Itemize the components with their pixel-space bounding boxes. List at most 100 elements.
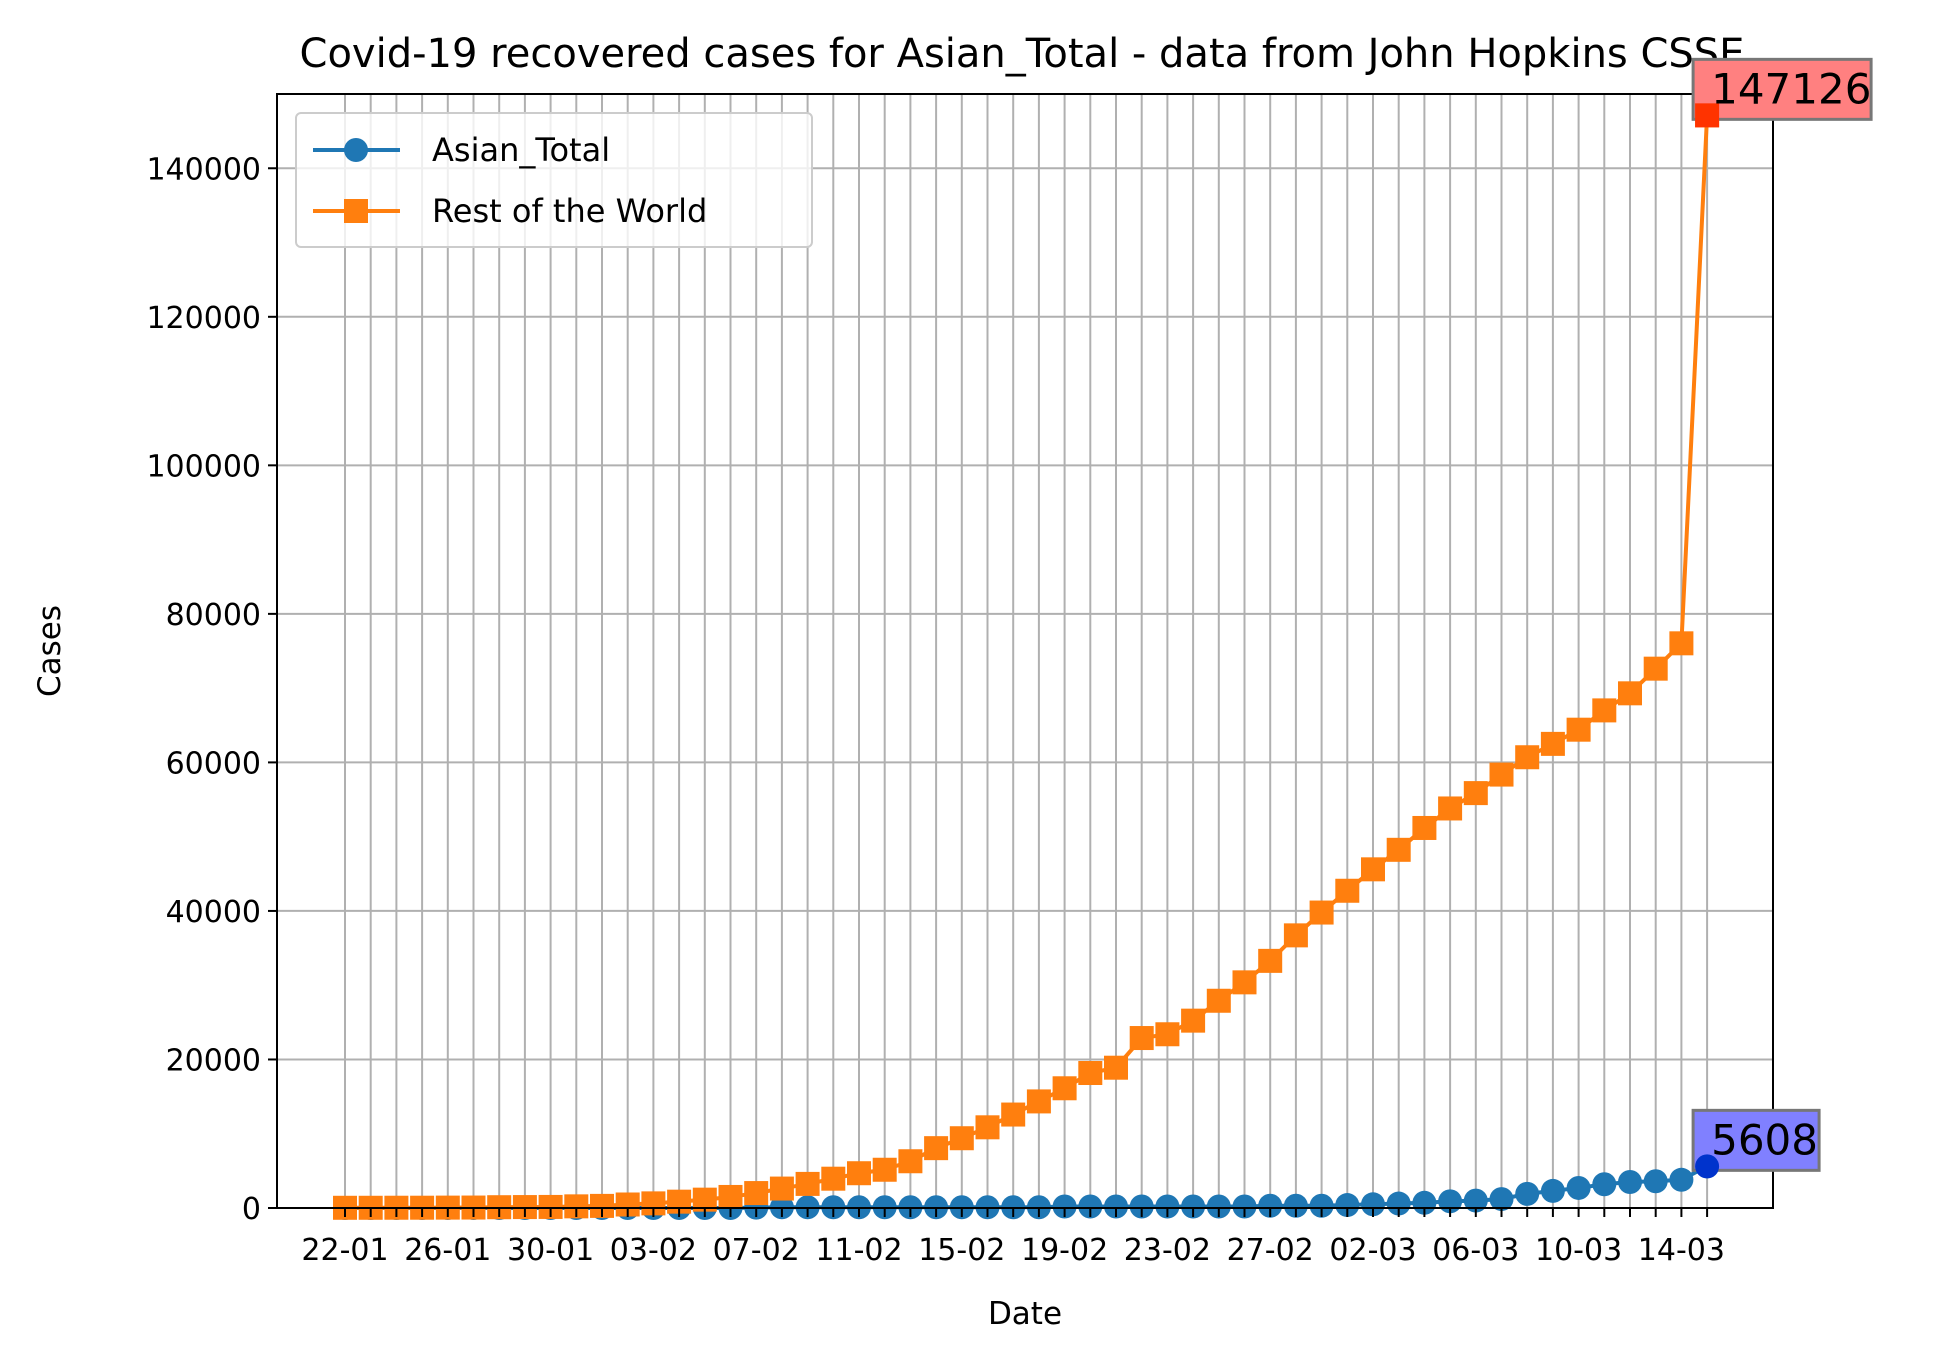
data-point-asian-total bbox=[1104, 1194, 1128, 1219]
data-point-rest-of-the-world bbox=[1078, 1061, 1103, 1086]
annotation-asian-total-point bbox=[1695, 1154, 1720, 1179]
data-point-asian-total bbox=[1078, 1194, 1103, 1219]
annotation-rest-of-the-world-point bbox=[1695, 103, 1720, 128]
data-point-rest-of-the-world bbox=[1592, 698, 1617, 723]
legend-marker-asian-total bbox=[344, 138, 368, 162]
data-point-rest-of-the-world bbox=[924, 1136, 949, 1161]
x-tick-label: 03-02 bbox=[610, 1233, 697, 1268]
data-point-rest-of-the-world bbox=[1104, 1055, 1128, 1080]
y-tick-label: 80000 bbox=[166, 598, 261, 633]
data-point-rest-of-the-world bbox=[872, 1157, 897, 1182]
data-point-asian-total bbox=[1566, 1175, 1591, 1200]
x-tick-label: 30-01 bbox=[507, 1233, 594, 1268]
data-point-asian-total bbox=[1386, 1191, 1411, 1216]
data-point-rest-of-the-world bbox=[949, 1126, 974, 1151]
data-point-rest-of-the-world bbox=[1052, 1076, 1077, 1101]
data-point-asian-total bbox=[1463, 1188, 1488, 1213]
data-point-rest-of-the-world bbox=[1540, 731, 1565, 756]
y-tick-label: 60000 bbox=[166, 746, 261, 781]
grid-layer bbox=[277, 94, 1773, 1209]
annotation-asian-total-label: 5608 bbox=[1711, 1115, 1818, 1164]
y-tick-label: 140000 bbox=[146, 152, 261, 187]
tick-layer: 22-01 26-01 30-01 03-02 07-02 11-02 15-02 19-02… bbox=[146, 152, 1725, 1268]
data-point-rest-of-the-world bbox=[1669, 631, 1694, 656]
data-point-rest-of-the-world bbox=[821, 1166, 846, 1191]
data-point-asian-total bbox=[1283, 1193, 1308, 1218]
x-tick-label: 26-01 bbox=[404, 1233, 491, 1268]
x-tick-label: 11-02 bbox=[815, 1233, 902, 1268]
data-point-rest-of-the-world bbox=[718, 1184, 743, 1209]
legend-box bbox=[295, 112, 813, 248]
x-tick-label: 22-01 bbox=[301, 1233, 388, 1268]
y-axis-label: Cases bbox=[32, 605, 68, 697]
x-tick-label: 06-03 bbox=[1432, 1233, 1519, 1268]
data-point-rest-of-the-world bbox=[1129, 1026, 1154, 1051]
data-point-asian-total bbox=[1309, 1193, 1334, 1218]
data-point-rest-of-the-world bbox=[1361, 857, 1385, 882]
data-point-asian-total bbox=[1052, 1194, 1077, 1219]
data-point-rest-of-the-world bbox=[1155, 1022, 1180, 1047]
data-point-asian-total bbox=[1515, 1181, 1540, 1206]
data-point-asian-total bbox=[1335, 1193, 1360, 1218]
data-point-asian-total bbox=[1489, 1187, 1514, 1212]
data-point-rest-of-the-world bbox=[1489, 762, 1514, 787]
data-point-asian-total bbox=[1361, 1192, 1385, 1217]
data-point-asian-total bbox=[1181, 1194, 1206, 1219]
data-point-rest-of-the-world bbox=[1206, 988, 1231, 1013]
data-point-rest-of-the-world bbox=[1001, 1102, 1026, 1127]
x-tick-label: 15-02 bbox=[918, 1233, 1005, 1268]
data-point-rest-of-the-world bbox=[1181, 1008, 1206, 1033]
x-tick-label: 10-03 bbox=[1535, 1233, 1622, 1268]
data-point-asian-total bbox=[1129, 1194, 1154, 1219]
data-point-rest-of-the-world bbox=[1515, 745, 1540, 770]
data-point-rest-of-the-world bbox=[975, 1115, 1000, 1140]
data-point-rest-of-the-world bbox=[1566, 717, 1591, 742]
data-point-asian-total bbox=[1618, 1170, 1642, 1195]
chart-title: Covid-19 recovered cases for Asian_Total… bbox=[300, 31, 1745, 77]
annotation-layer: 147126 5608 bbox=[1691, 57, 1873, 1179]
data-point-rest-of-the-world bbox=[744, 1181, 769, 1206]
x-tick-label: 14-03 bbox=[1638, 1233, 1725, 1268]
y-tick-label: 0 bbox=[242, 1192, 261, 1227]
x-tick-label: 19-02 bbox=[1021, 1233, 1108, 1268]
data-point-asian-total bbox=[1232, 1194, 1257, 1219]
x-axis-label: Date bbox=[988, 1296, 1062, 1332]
data-point-rest-of-the-world bbox=[1232, 970, 1257, 995]
data-point-asian-total bbox=[1540, 1178, 1565, 1203]
data-point-rest-of-the-world bbox=[1412, 815, 1437, 840]
legend-label-rest-of-the-world: Rest of the World bbox=[432, 192, 707, 230]
data-point-rest-of-the-world bbox=[1643, 656, 1668, 681]
data-point-rest-of-the-world bbox=[1463, 781, 1488, 806]
data-point-asian-total bbox=[1155, 1194, 1180, 1219]
x-tick-label: 27-02 bbox=[1227, 1233, 1314, 1268]
annotation-rest-of-the-world-box bbox=[1691, 57, 1873, 121]
data-point-asian-total bbox=[1592, 1172, 1617, 1197]
x-tick-label: 07-02 bbox=[713, 1233, 800, 1268]
data-point-rest-of-the-world bbox=[1386, 837, 1411, 862]
y-tick-label: 120000 bbox=[146, 301, 261, 336]
data-point-rest-of-the-world bbox=[1309, 900, 1334, 925]
y-tick-label: 100000 bbox=[146, 449, 261, 484]
data-point-rest-of-the-world bbox=[769, 1176, 794, 1201]
data-point-rest-of-the-world bbox=[898, 1149, 923, 1174]
data-point-rest-of-the-world bbox=[1618, 681, 1642, 706]
data-point-rest-of-the-world bbox=[1335, 878, 1360, 903]
y-tick-label: 20000 bbox=[166, 1043, 261, 1078]
legend: Asian_Total Rest of the World bbox=[295, 112, 813, 248]
legend-marker-rest-of-the-world bbox=[344, 199, 368, 223]
data-point-rest-of-the-world bbox=[1258, 948, 1283, 973]
data-point-rest-of-the-world bbox=[795, 1171, 820, 1196]
data-point-asian-total bbox=[1206, 1194, 1231, 1219]
x-tick-label: 23-02 bbox=[1124, 1233, 1211, 1268]
data-point-asian-total bbox=[1669, 1167, 1694, 1192]
data-point-rest-of-the-world bbox=[847, 1161, 871, 1186]
legend-label-asian-total: Asian_Total bbox=[432, 131, 610, 169]
data-point-rest-of-the-world bbox=[1283, 923, 1308, 948]
annotation-rest-of-the-world-label: 147126 bbox=[1711, 64, 1871, 113]
data-point-rest-of-the-world bbox=[1026, 1089, 1051, 1114]
plot-frame bbox=[276, 93, 1774, 1209]
data-point-asian-total bbox=[1258, 1193, 1283, 1218]
x-tick-label: 02-03 bbox=[1329, 1233, 1416, 1268]
data-point-asian-total bbox=[1643, 1169, 1668, 1194]
